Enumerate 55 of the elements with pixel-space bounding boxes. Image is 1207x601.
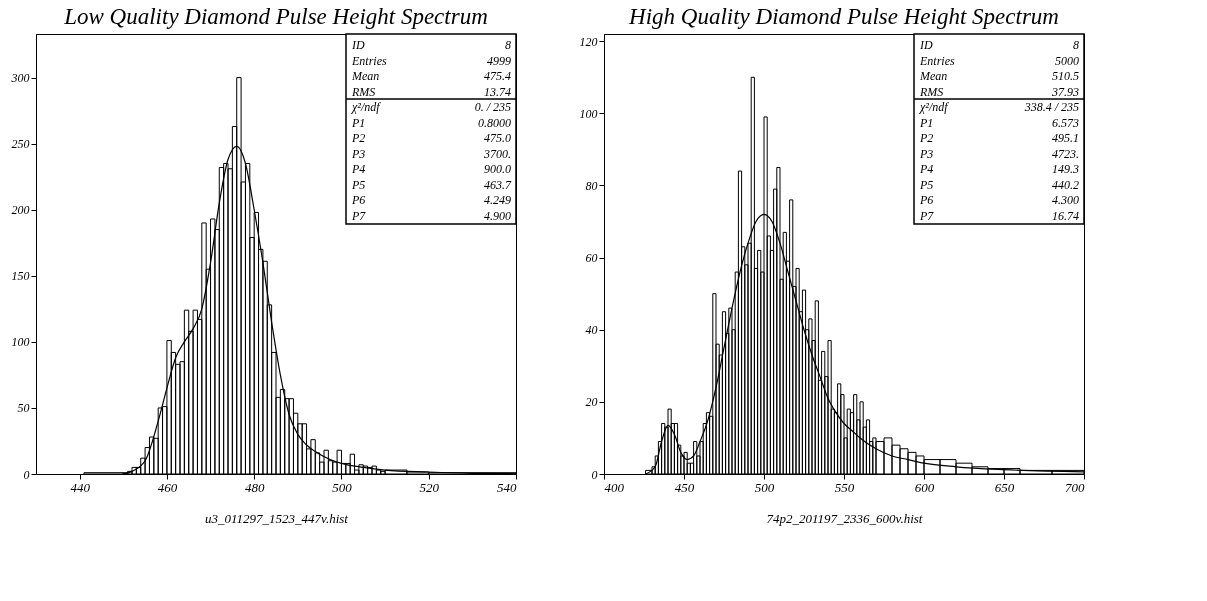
y-tick-label: 120 xyxy=(579,34,598,49)
y-tick-label: 100 xyxy=(579,106,598,121)
text: Entries 5000 xyxy=(920,53,1079,68)
chart-title: Low Quality Diamond Pulse Height Spectrum xyxy=(63,4,488,30)
x-tick-label: 460 xyxy=(157,479,178,495)
x-tick-label: 500 xyxy=(332,479,353,495)
y-tick-label: 300 xyxy=(10,71,30,86)
y-tick-label: 40 xyxy=(585,323,598,338)
text: Entries 4999 xyxy=(352,53,511,68)
text: P3 3700. xyxy=(352,146,511,161)
text: χ²/ndf 338.4 / 235 xyxy=(920,100,1079,114)
y-tick-label: 20 xyxy=(585,395,598,410)
text: P2 495.1 xyxy=(920,131,1079,145)
x-tick-label: 550 xyxy=(834,479,855,495)
x-tick-label: 700 xyxy=(1065,479,1085,495)
y-tick-label: 0 xyxy=(23,467,30,482)
text: ID 8 xyxy=(352,38,511,52)
text: ID 8 xyxy=(920,38,1079,52)
x-tick-label: 600 xyxy=(914,479,935,495)
y-tick-label: 100 xyxy=(11,335,30,350)
text: P2 475.0 xyxy=(352,131,511,145)
chart-title: High Quality Diamond Pulse Height Spectrum xyxy=(628,4,1059,30)
x-tick-label: 540 xyxy=(497,479,517,495)
text: P7 4.900 xyxy=(352,208,511,223)
y-tick-label: 80 xyxy=(585,178,598,193)
y-tick-label: 250 xyxy=(11,137,30,152)
x-tick-label: 520 xyxy=(419,479,440,495)
text: P5 440.2 xyxy=(920,177,1079,192)
text: P1 0.8000 xyxy=(352,115,511,130)
text: P4 149.3 xyxy=(920,162,1079,176)
x-tick-label: 400 xyxy=(604,479,625,495)
text: RMS 37.93 xyxy=(920,84,1079,99)
x-tick-label: 500 xyxy=(754,479,775,495)
y-tick-label: 60 xyxy=(585,251,598,266)
text: P4 900.0 xyxy=(352,162,511,176)
x-tick-label: 450 xyxy=(674,479,695,495)
y-tick-label: 150 xyxy=(11,269,30,284)
text: Mean 475.4 xyxy=(352,69,511,83)
x-tick-label: 440 xyxy=(70,479,91,495)
x-tick-label: 480 xyxy=(244,479,265,495)
x-axis-title: 74p2_201197_2336_600v.hist xyxy=(766,510,923,526)
text: P6 4.300 xyxy=(920,193,1079,207)
text: Mean 510.5 xyxy=(920,69,1079,83)
y-tick-label: 200 xyxy=(11,203,30,218)
text: P7 16.74 xyxy=(920,208,1079,223)
x-axis-title: u3_011297_1523_447v.hist xyxy=(205,510,349,526)
text: χ²/ndf 0. / 235 xyxy=(352,100,511,114)
text: RMS 13.74 xyxy=(352,84,511,99)
text: P3 4723. xyxy=(920,146,1079,161)
y-tick-label: 50 xyxy=(17,401,30,416)
text: P1 6.573 xyxy=(920,115,1079,130)
x-tick-label: 650 xyxy=(994,479,1015,495)
text: P5 463.7 xyxy=(352,177,511,192)
y-tick-label: 0 xyxy=(591,467,598,482)
text: P6 4.249 xyxy=(352,193,511,207)
